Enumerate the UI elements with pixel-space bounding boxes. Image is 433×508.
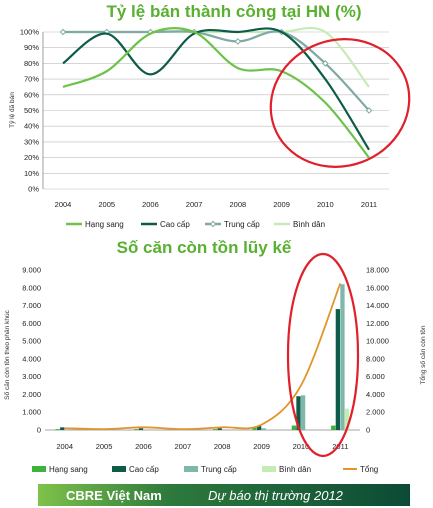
inventory-xtick: 2006 xyxy=(135,442,152,451)
inventory-legend-swatch xyxy=(112,466,126,472)
sales-rate-ytick: 30% xyxy=(24,137,39,146)
inventory-ytick: 5.000 xyxy=(22,337,41,346)
sales-rate-ytick: 20% xyxy=(24,153,39,162)
sales-rate-legend-label: Bình dân xyxy=(293,220,325,229)
inventory-y2tick: 6.000 xyxy=(366,372,385,381)
footer-banner: CBRE Việt Nam Dự báo thị trường 2012 xyxy=(38,484,410,506)
inventory-legend-label: Tổng xyxy=(360,465,378,474)
inventory-bar-0 xyxy=(331,425,336,430)
inventory-y2tick: 14.000 xyxy=(366,301,389,310)
inventory-title: Số căn còn tồn lũy kế xyxy=(117,238,292,257)
sales-rate-legend-marker xyxy=(209,220,217,228)
sales-rate-xtick: 2008 xyxy=(230,200,247,209)
inventory-xtick: 2011 xyxy=(332,442,348,451)
inventory-ytick: 3.000 xyxy=(22,372,41,381)
inventory-legend-label: Hạng sang xyxy=(49,465,88,474)
sales-rate-ytick: 50% xyxy=(24,106,39,115)
sales-rate-line-1 xyxy=(62,27,370,151)
inventory-bar-2 xyxy=(261,428,266,430)
inventory-bar-2 xyxy=(300,395,306,430)
inventory-y2tick: 2.000 xyxy=(366,408,385,417)
inventory-xtick: 2005 xyxy=(96,442,113,451)
inventory-ytick: 9.000 xyxy=(22,266,41,275)
sales-rate-chart: Tỷ lệ bán thành công tại HN (%) Tỷ lệ đã… xyxy=(9,2,411,229)
sales-rate-marker xyxy=(59,28,67,36)
sales-rate-xtick: 2007 xyxy=(186,200,203,209)
inventory-xtick: 2008 xyxy=(214,442,231,451)
inventory-legend-label: Bình dân xyxy=(279,465,311,474)
inventory-bar-1 xyxy=(217,428,222,430)
inventory-bar-0 xyxy=(291,425,297,430)
inventory-xtick: 2009 xyxy=(253,442,270,451)
sales-rate-xtick: 2009 xyxy=(273,200,290,209)
footer-brand: CBRE Việt Nam xyxy=(66,488,162,503)
inventory-y2tick: 4.000 xyxy=(366,390,385,399)
inventory-legend-label: Trung cấp xyxy=(201,465,237,474)
inventory-y2tick: 12.000 xyxy=(366,319,389,328)
sales-rate-ytick: 60% xyxy=(24,90,39,99)
sales-rate-xtick: 2006 xyxy=(142,200,159,209)
inventory-bar-1 xyxy=(296,396,301,430)
sales-rate-legend-label: Cao cấp xyxy=(160,220,190,229)
inventory-legend-swatch xyxy=(184,466,198,472)
inventory-bar-0 xyxy=(55,429,60,430)
sales-rate-ytick: 70% xyxy=(24,75,39,84)
inventory-total-line xyxy=(64,283,342,431)
sales-rate-xtick: 2010 xyxy=(317,200,334,209)
sales-rate-marker xyxy=(321,60,329,67)
inventory-y2tick: 18.000 xyxy=(366,266,389,275)
inventory-y2tick: 10.000 xyxy=(366,337,389,346)
inventory-xtick: 2010 xyxy=(293,442,310,451)
inventory-legend-swatch xyxy=(262,466,276,472)
inventory-ytick: 0 xyxy=(37,426,41,435)
inventory-bar-1 xyxy=(138,428,144,430)
inventory-ytick: 2.000 xyxy=(22,390,41,399)
inventory-xtick: 2004 xyxy=(56,442,73,451)
inventory-bar-2 xyxy=(340,284,345,430)
inventory-bar-3 xyxy=(344,408,350,430)
sales-rate-xtick: 2005 xyxy=(98,200,115,209)
inventory-bar-0 xyxy=(252,427,257,430)
inventory-legend-label: Cao cấp xyxy=(129,465,159,474)
sales-rate-title: Tỷ lệ bán thành công tại HN (%) xyxy=(106,2,361,21)
inventory-ytick: 6.000 xyxy=(22,319,41,328)
sales-rate-ytick: 40% xyxy=(24,122,39,131)
sales-rate-legend-label: Hạng sang xyxy=(85,220,124,229)
sales-rate-ytick: 80% xyxy=(24,59,39,68)
inventory-ytick: 8.000 xyxy=(22,283,41,292)
sales-rate-marker xyxy=(365,107,373,114)
inventory-ytick: 7.000 xyxy=(22,301,41,310)
sales-rate-xtick: 2004 xyxy=(55,200,72,209)
inventory-bar-1 xyxy=(60,427,65,430)
inventory-bar-0 xyxy=(134,429,139,430)
inventory-y2label: Tổng số căn còn tồn xyxy=(418,325,427,384)
sales-rate-ytick: 0% xyxy=(28,185,39,194)
inventory-bar-1 xyxy=(335,309,341,430)
inventory-xtick: 2007 xyxy=(174,442,191,451)
sales-rate-line-0 xyxy=(62,27,370,159)
sales-rate-ytick: 100% xyxy=(20,28,40,37)
sales-rate-xtick: 2011 xyxy=(361,200,377,209)
inventory-ytick: 4.000 xyxy=(22,354,41,363)
inventory-y2tick: 0 xyxy=(366,426,370,435)
inventory-chart: Số căn còn tồn lũy kế Số căn còn tồn the… xyxy=(2,238,427,474)
inventory-ytick: 1.000 xyxy=(22,408,41,417)
footer-background xyxy=(38,484,410,506)
sales-rate-marker xyxy=(234,38,242,45)
inventory-y2tick: 8.000 xyxy=(366,354,385,363)
footer-tagline: Dự báo thị trường 2012 xyxy=(208,488,344,503)
highlight-ellipse-bottom xyxy=(286,252,360,458)
sales-rate-ytick: 90% xyxy=(24,43,39,52)
inventory-bar-1 xyxy=(256,425,262,430)
inventory-y2tick: 16.000 xyxy=(366,283,389,292)
inventory-bar-0 xyxy=(212,429,218,430)
sales-rate-ytick: 10% xyxy=(24,169,39,178)
highlight-ellipse-top xyxy=(269,38,411,168)
sales-rate-legend-label: Trung cấp xyxy=(224,220,260,229)
inventory-legend-swatch xyxy=(32,466,46,472)
sales-rate-ylabel: Tỷ lệ đã bán xyxy=(9,92,16,128)
inventory-ylabel: Số căn còn tồn theo phân khúc xyxy=(2,309,11,399)
